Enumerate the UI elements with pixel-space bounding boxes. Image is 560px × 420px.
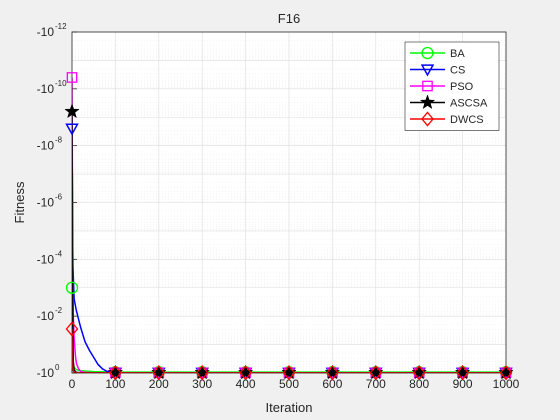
legend-marker <box>420 64 435 77</box>
legend-marker <box>422 80 433 92</box>
x-tick-label: 100 <box>105 377 125 391</box>
data-point-ascsa <box>151 364 167 380</box>
y-tick-exponent: -10 <box>55 79 67 88</box>
data-point-dwcs <box>282 365 296 381</box>
data-point-dwcs <box>412 365 426 381</box>
x-tick-label: 900 <box>453 377 473 391</box>
x-tick-label: 300 <box>192 377 212 391</box>
x-tick-label: 200 <box>149 377 169 391</box>
y-axis: -10 -12-10 -10-10 -8-10 -6-10 -4-10 -2-10 0 <box>37 22 77 380</box>
y-tick-exponent: 0 <box>55 363 60 372</box>
data-point-ascsa <box>454 364 471 380</box>
legend-entry: DWCS <box>410 111 484 127</box>
grid <box>72 32 506 373</box>
y-tick-label: -10 0 <box>37 363 60 380</box>
legend-label: BA <box>450 48 465 60</box>
data-point-ascsa <box>498 364 514 380</box>
data-point-ascsa <box>64 103 80 119</box>
y-axis-title: Fitness <box>12 181 27 223</box>
data-point-dwcs <box>369 365 383 381</box>
y-tick-base: -10 <box>37 139 55 153</box>
data-point-cs <box>65 123 79 136</box>
data-point-ascsa <box>107 364 124 380</box>
legend-entry: ASCSA <box>410 94 488 110</box>
legend-entry: CS <box>410 64 465 77</box>
x-tick-label: 400 <box>236 377 256 391</box>
legend: BA CS PSO ASCSA DWCS <box>404 41 500 131</box>
data-point-ascsa <box>281 364 297 380</box>
y-tick-exponent: -12 <box>55 22 67 31</box>
y-tick-label: -10 -4 <box>37 249 63 266</box>
data-point-dwcs <box>239 365 252 381</box>
legend-label: DWCS <box>450 114 484 126</box>
y-tick-exponent: -8 <box>55 136 63 145</box>
legend-label: CS <box>450 65 465 77</box>
data-point-dwcs <box>152 365 166 381</box>
data-point-dwcs <box>195 365 209 381</box>
x-tick-label: 500 <box>279 377 299 391</box>
data-point-dwcs <box>109 365 122 381</box>
legend-label: PSO <box>450 81 474 93</box>
data-point-dwcs <box>65 321 79 337</box>
x-tick-label: 800 <box>409 377 429 391</box>
x-tick-label: 600 <box>322 377 342 391</box>
legend-marker <box>421 46 434 60</box>
data-point-ascsa <box>324 364 341 380</box>
data-point-ascsa <box>368 364 384 380</box>
y-tick-base: -10 <box>37 196 55 210</box>
data-point-dwcs <box>326 365 339 381</box>
legend-marker <box>421 111 434 127</box>
markers-layer <box>64 72 514 381</box>
data-point-ascsa <box>411 364 427 380</box>
y-tick-label: -10 -8 <box>37 136 63 153</box>
data-point-ascsa <box>194 364 210 380</box>
y-tick-exponent: -6 <box>55 193 63 202</box>
data-point-dwcs <box>499 365 513 381</box>
y-tick-label: -10 -12 <box>37 22 67 39</box>
y-tick-exponent: -4 <box>55 249 63 258</box>
data-point-dwcs <box>456 365 469 381</box>
y-tick-label: -10 -6 <box>37 193 63 210</box>
data-point-ascsa <box>237 364 254 380</box>
y-tick-base: -10 <box>37 82 55 96</box>
legend-marker <box>419 94 436 110</box>
y-tick-label: -10 -10 <box>37 79 67 96</box>
y-tick-base: -10 <box>37 366 55 380</box>
y-tick-base: -10 <box>37 25 55 39</box>
legend-entry: BA <box>410 46 465 60</box>
x-axis-title: Iteration <box>266 400 313 415</box>
legend-entry: PSO <box>410 80 474 93</box>
x-tick-label: 1000 <box>493 377 520 391</box>
legend-label: ASCSA <box>450 98 488 110</box>
data-point-pso <box>66 72 78 83</box>
y-tick-base: -10 <box>37 252 55 266</box>
y-tick-exponent: -2 <box>55 306 63 315</box>
y-tick-base: -10 <box>37 309 55 323</box>
y-tick-label: -10 -2 <box>37 306 63 323</box>
data-point-ba <box>65 281 79 294</box>
x-tick-label: 0 <box>69 377 76 391</box>
x-tick-label: 700 <box>366 377 386 391</box>
chart-title: F16 <box>278 11 300 26</box>
